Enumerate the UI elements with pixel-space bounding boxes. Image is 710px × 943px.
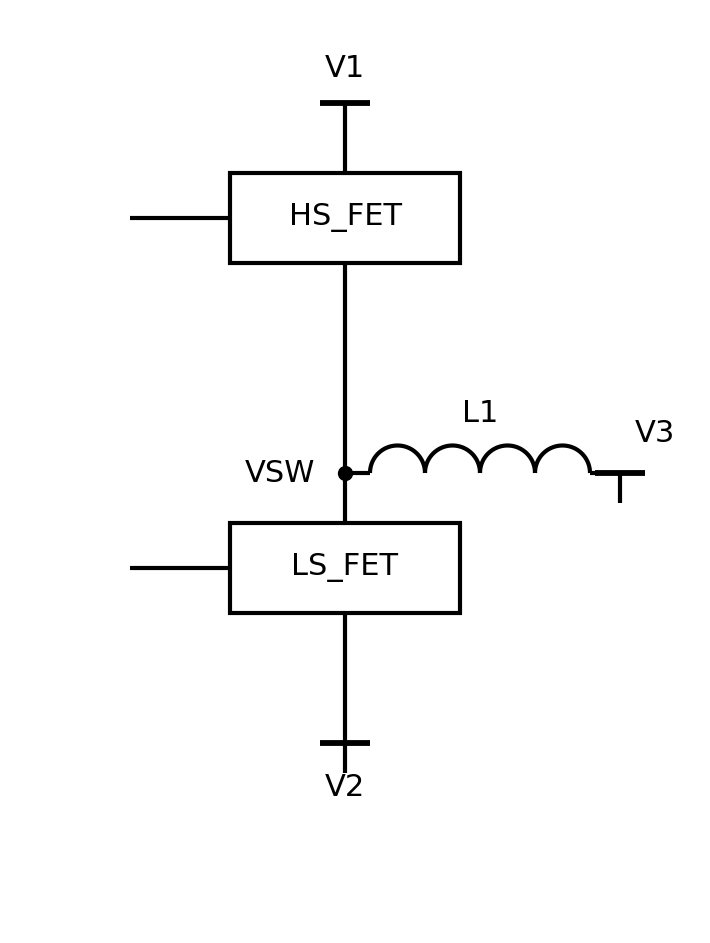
Bar (230, 173, 460, 263)
Text: VSW: VSW (245, 458, 315, 488)
Bar (230, 523, 460, 613)
Text: HS_FET: HS_FET (288, 204, 401, 233)
Text: LS_FET: LS_FET (292, 554, 398, 583)
Text: V3: V3 (635, 419, 675, 448)
Text: V2: V2 (325, 773, 365, 802)
Text: V1: V1 (325, 54, 365, 83)
Text: L1: L1 (462, 399, 498, 427)
